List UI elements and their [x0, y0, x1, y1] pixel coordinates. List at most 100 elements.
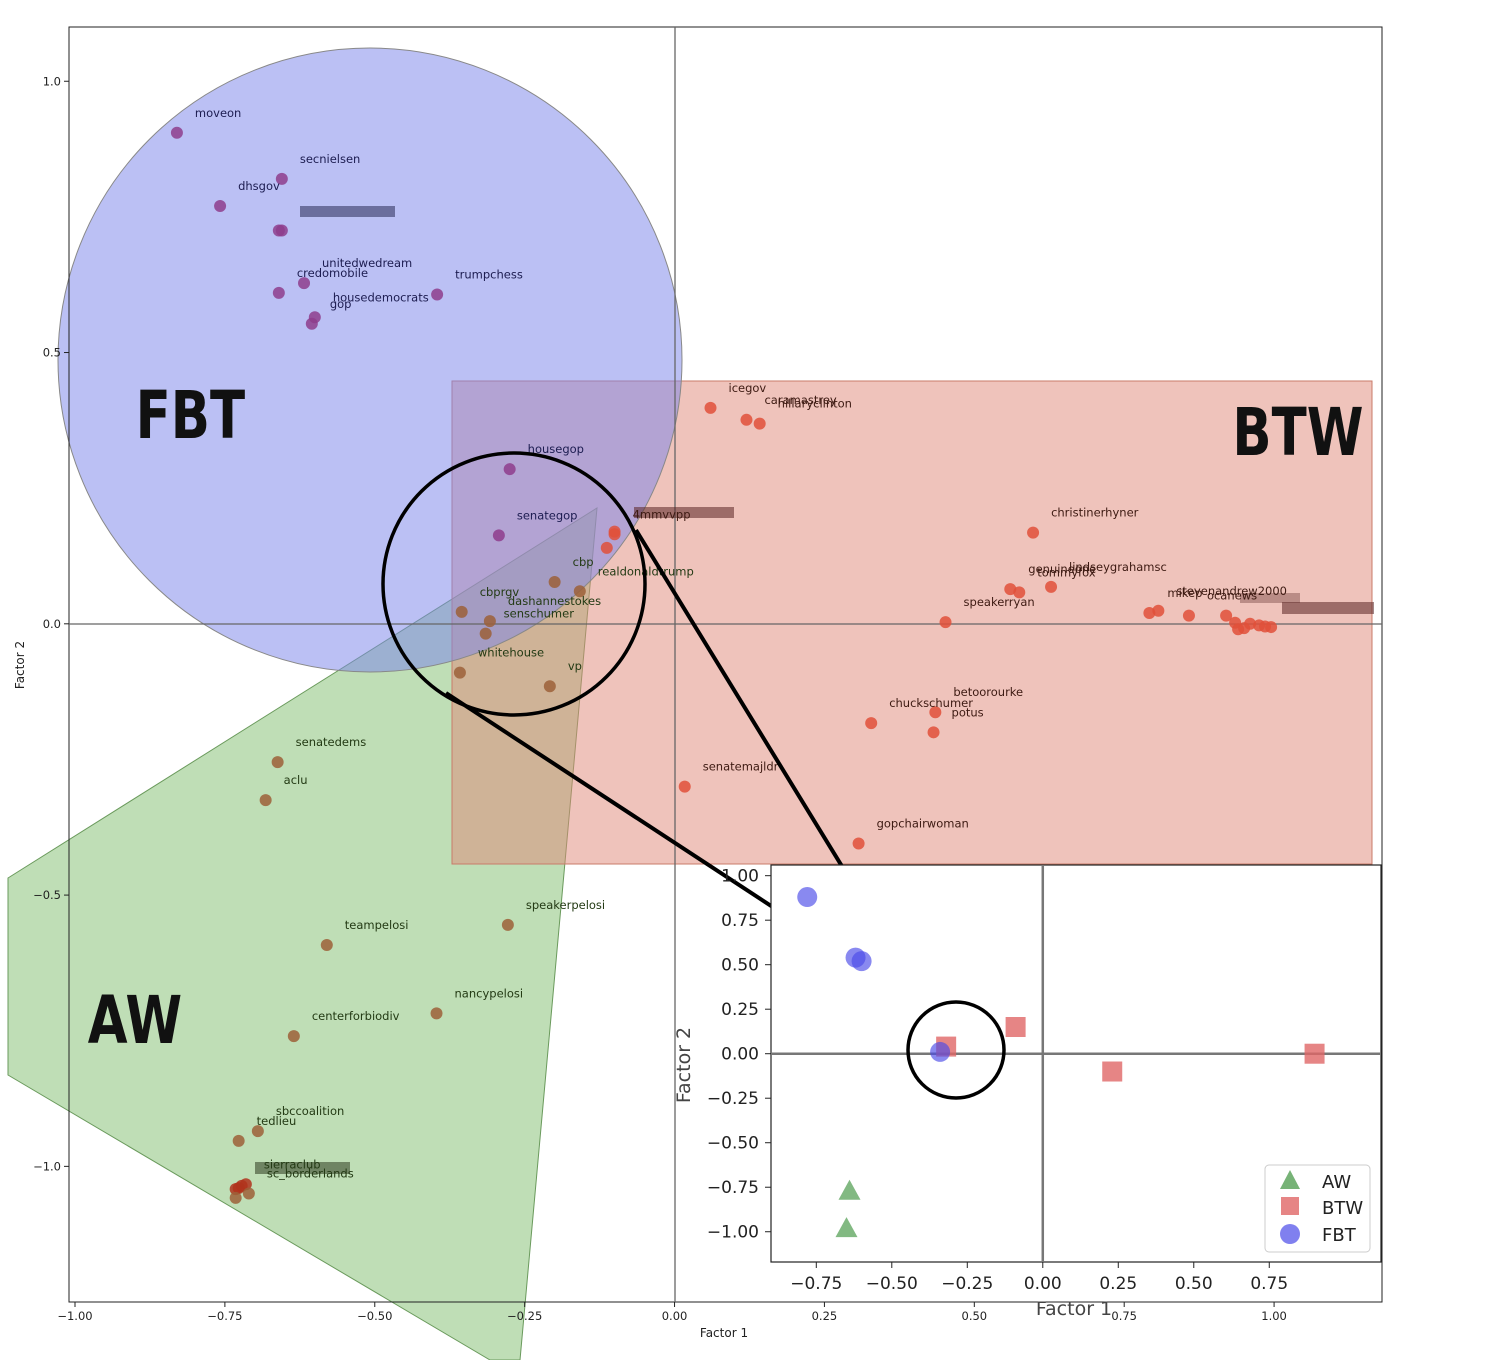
y-axis-title: Factor 2	[13, 641, 27, 689]
x-axis-title: Factor 1	[700, 1326, 748, 1340]
point-label: teampelosi	[345, 918, 409, 932]
inset-point-aw	[835, 1217, 858, 1238]
point-label: senatedems	[296, 735, 367, 749]
point-label: sc_borderlands	[267, 1166, 354, 1180]
inset-y-tick-label: 0.25	[721, 1000, 759, 1020]
y-ticks: 1.0 0.5 0.0 −0.5 −1.0	[33, 74, 69, 1173]
point-label: dhsgov	[238, 179, 280, 193]
point-label: 4mmvvpp	[633, 507, 691, 521]
point-label: lindseygrahamsc	[1069, 560, 1167, 574]
y-tick-label: −1.0	[33, 1159, 61, 1173]
data-point	[600, 541, 613, 554]
data-point	[1152, 604, 1165, 617]
point-label: whitehouse	[478, 646, 544, 660]
legend-aw-marker	[1280, 1170, 1300, 1189]
data-point	[543, 680, 556, 693]
point-label: housegop	[528, 442, 584, 456]
region-label-fbt: FBT	[136, 377, 246, 454]
data-point	[272, 286, 285, 299]
inset-point-aw	[838, 1179, 861, 1200]
point-label: speakerpelosi	[526, 898, 605, 912]
x-ticks: −1.00 −0.75 −0.50 −0.25 0.00 0.25 0.50 0.75 1.00	[57, 1302, 1287, 1323]
x-tick-label: 0.50	[962, 1309, 988, 1323]
point-labels: moveon secnielsen dhsgov unitedwedreamcredo…	[195, 106, 1287, 1181]
data-point	[608, 528, 621, 541]
x-tick-label: −0.25	[507, 1309, 542, 1323]
point-label: christinerhyner	[1051, 506, 1139, 520]
data-point	[453, 666, 466, 679]
point-label: ocanews	[1207, 589, 1257, 603]
inset-x-ticks: −0.75 −0.50 −0.25 0.00 0.25 0.50 0.75	[790, 1262, 1288, 1294]
point-label: caramastrey	[764, 393, 836, 407]
data-point	[865, 717, 878, 730]
inset-point-fbt	[797, 887, 818, 908]
inset-y-tick-label: −1.00	[707, 1223, 759, 1243]
data-point	[501, 918, 514, 931]
inset-points	[797, 887, 1325, 1238]
point-label: sierraclub	[264, 1157, 321, 1171]
data-point	[678, 780, 691, 793]
data-point	[287, 1030, 300, 1043]
data-point	[492, 529, 505, 542]
data-point	[929, 706, 942, 719]
fbt-region	[57, 47, 683, 673]
point-label: genuineone	[1028, 562, 1096, 576]
inset-point-fbt	[851, 951, 872, 972]
inset-point-btw	[1005, 1017, 1026, 1038]
inset-y-tick-label: −0.50	[707, 1134, 759, 1154]
data-point	[242, 1187, 255, 1200]
point-label: chuckschumer	[889, 696, 973, 710]
x-tick-label: −1.00	[57, 1309, 92, 1323]
data-point	[1182, 609, 1195, 622]
data-point	[298, 277, 311, 290]
inset-chart: −0.75 −0.50 −0.25 0.00 0.25 0.50 0.75 1.00 0.75…	[673, 864, 1382, 1320]
data-point	[214, 200, 227, 213]
inset-legend: AW BTW FBT	[1264, 1164, 1371, 1253]
data-point	[1232, 623, 1245, 636]
x-tick-label: 0.25	[812, 1309, 838, 1323]
point-label: senategop	[517, 508, 578, 522]
data-points	[170, 126, 1278, 1204]
point-label: senschumer	[504, 607, 575, 621]
y-tick-label: −0.5	[33, 888, 61, 902]
point-label: speakerryan	[964, 595, 1035, 609]
data-point	[275, 172, 288, 185]
data-point	[548, 576, 561, 589]
data-point	[1220, 609, 1233, 622]
x-tick-label: 0.75	[1111, 1309, 1137, 1323]
point-label: sbccoalition	[276, 1104, 344, 1118]
point-label: stevenandrew2000	[1176, 584, 1287, 598]
data-point	[232, 1134, 245, 1147]
inset-y-axis-title: Factor 2	[673, 1027, 695, 1103]
point-label: nancypelosi	[455, 986, 524, 1000]
inset-x-tick-label: 0.00	[1024, 1274, 1062, 1294]
data-point	[170, 126, 183, 139]
inset-x-tick-label: −0.50	[866, 1274, 918, 1294]
x-tick-label: 1.00	[1261, 1309, 1287, 1323]
point-label: aclu	[284, 773, 308, 787]
zoom-circle-main	[381, 451, 647, 717]
data-point	[503, 463, 516, 476]
inset-x-tick-label: −0.25	[941, 1274, 993, 1294]
data-point	[753, 417, 766, 430]
point-label: secnielsen	[300, 152, 361, 166]
point-label: trumpchess	[455, 267, 523, 281]
point-label: cbp	[573, 555, 594, 569]
inset-y-tick-label: 0.75	[721, 911, 759, 931]
data-point	[1143, 606, 1156, 619]
data-point	[455, 605, 468, 618]
point-label: cbprgv	[480, 585, 520, 599]
data-point	[1045, 580, 1058, 593]
x-tick-label: 0.00	[662, 1309, 688, 1323]
point-label: gopchairwoman	[877, 817, 969, 831]
inset-x-tick-label: −0.75	[790, 1274, 842, 1294]
data-point	[479, 627, 492, 640]
inset-x-axis-title: Factor 1	[1036, 1298, 1112, 1320]
data-point	[431, 288, 444, 301]
data-point	[573, 585, 586, 598]
data-point	[1244, 617, 1257, 630]
inset-y-tick-label: −0.75	[707, 1178, 759, 1198]
x-tick-label: −0.75	[207, 1309, 242, 1323]
point-label: unitedwedream	[322, 256, 412, 270]
point-label: tedlieu	[257, 1114, 297, 1128]
